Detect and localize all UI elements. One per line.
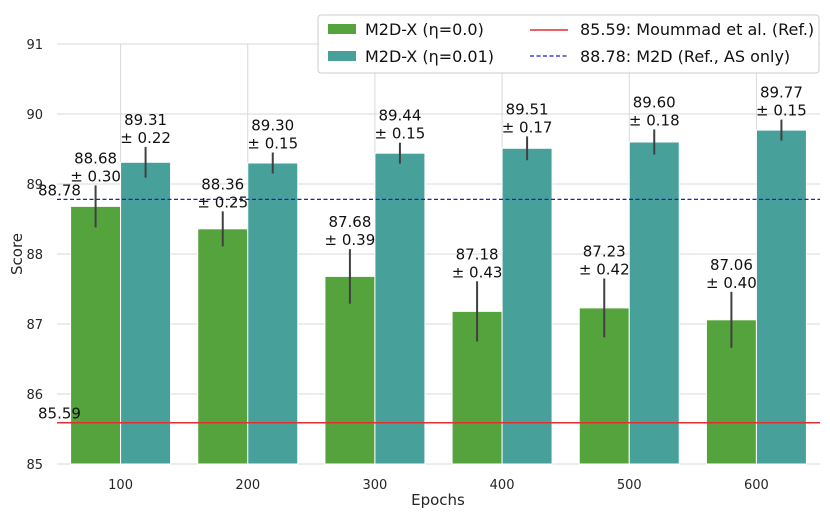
bar-series-0-100 (70, 205, 122, 465)
value-label-mean: 89.31 (124, 111, 167, 129)
bar-series-1-200 (247, 162, 299, 465)
y-tick-label-91: 91 (26, 38, 43, 53)
y-axis-ticks: 85 86 87 88 89 90 91 (26, 38, 43, 473)
y-tick-label-90: 90 (26, 108, 43, 123)
x-tick-label-400: 400 (490, 478, 515, 493)
legend-frame (317, 14, 820, 74)
y-tick-label-85: 85 (26, 458, 43, 473)
y-tick-label-86: 86 (26, 388, 43, 403)
value-label-series-0-600: 87.06 ± 0.40 (706, 256, 757, 292)
reference-line-label-1: 88.78 (38, 181, 81, 199)
bar-series-1-600 (755, 129, 807, 465)
value-label-std: ± 0.15 (247, 135, 298, 153)
x-tick-label-600: 600 (744, 478, 769, 493)
value-label-series-0-100: 88.68 ± 0.30 (70, 149, 121, 185)
value-label-series-1-300: 89.44 ± 0.15 (375, 107, 426, 143)
legend-label-ref-m2d: 88.78: M2D (Ref., AS only) (580, 47, 790, 66)
y-axis-label: Score (8, 233, 26, 275)
value-label-mean: 88.36 (201, 175, 244, 193)
legend-swatch-series-0 (328, 24, 356, 34)
value-label-std: ± 0.25 (197, 193, 248, 211)
value-label-mean: 89.60 (633, 93, 676, 111)
value-label-mean: 88.68 (74, 149, 117, 167)
bar-series-0-300 (324, 275, 376, 465)
value-label-mean: 89.51 (506, 100, 549, 118)
y-tick-label-88: 88 (26, 248, 43, 263)
value-label-std: ± 0.42 (579, 261, 630, 279)
reference-lines: 85.59 88.78 (38, 181, 820, 424)
bar-series-1-500 (628, 141, 680, 465)
value-label-std: ± 0.40 (706, 274, 757, 292)
value-label-mean: 89.30 (251, 117, 294, 135)
value-label-series-1-400: 89.51 ± 0.17 (502, 100, 553, 136)
value-label-std: ± 0.15 (375, 125, 426, 143)
y-tick-label-89: 89 (26, 178, 43, 193)
value-label-series-0-200: 88.36 ± 0.25 (197, 175, 248, 211)
legend: M2D-X (η=0.0) M2D-X (η=0.01) 85.59: Moum… (317, 14, 820, 74)
x-axis-label: Epochs (411, 491, 465, 509)
value-label-std: ± 0.18 (629, 111, 680, 129)
legend-swatch-series-1 (328, 51, 356, 61)
x-tick-label-100: 100 (108, 478, 133, 493)
value-label-mean: 87.06 (710, 256, 753, 274)
value-label-series-0-500: 87.23 ± 0.42 (579, 243, 630, 279)
value-label-series-1-500: 89.60 ± 0.18 (629, 93, 680, 129)
legend-label-series-0: M2D-X (η=0.0) (365, 20, 484, 39)
value-label-mean: 89.44 (378, 107, 421, 125)
x-tick-label-300: 300 (363, 478, 388, 493)
value-label-series-1-100: 89.31 ± 0.22 (120, 111, 171, 147)
value-label-std: ± 0.15 (756, 102, 807, 120)
value-label-std: ± 0.30 (70, 167, 121, 185)
value-label-mean: 87.68 (328, 213, 371, 231)
value-label-std: ± 0.43 (452, 263, 503, 281)
value-label-std: ± 0.17 (502, 118, 553, 136)
value-label-std: ± 0.39 (325, 231, 376, 249)
x-tick-label-500: 500 (617, 478, 642, 493)
reference-line-label-0: 85.59 (38, 405, 81, 423)
grid-lines (57, 43, 820, 465)
bars (70, 129, 807, 465)
value-label-series-1-600: 89.77 ± 0.15 (756, 84, 807, 120)
bar-series-1-100 (120, 161, 172, 465)
value-label-std: ± 0.22 (120, 129, 171, 147)
bar-series-0-200 (197, 228, 249, 465)
x-tick-label-200: 200 (235, 478, 260, 493)
value-label-mean: 87.18 (456, 245, 499, 263)
value-label-series-1-200: 89.30 ± 0.15 (247, 117, 298, 153)
error-bars (94, 119, 783, 348)
legend-label-series-1: M2D-X (η=0.01) (365, 47, 494, 66)
value-label-mean: 87.23 (583, 243, 626, 261)
y-tick-label-87: 87 (26, 318, 43, 333)
value-label-mean: 89.77 (760, 84, 803, 102)
value-label-series-0-400: 87.18 ± 0.43 (452, 245, 503, 281)
x-axis-ticks: 100 200 300 400 500 600 (108, 478, 769, 493)
bar-series-1-400 (501, 147, 553, 465)
bar-series-1-300 (374, 152, 426, 465)
value-label-series-0-300: 87.68 ± 0.39 (325, 213, 376, 249)
legend-label-ref-moummad: 85.59: Moummad et al. (Ref.) (580, 20, 814, 39)
